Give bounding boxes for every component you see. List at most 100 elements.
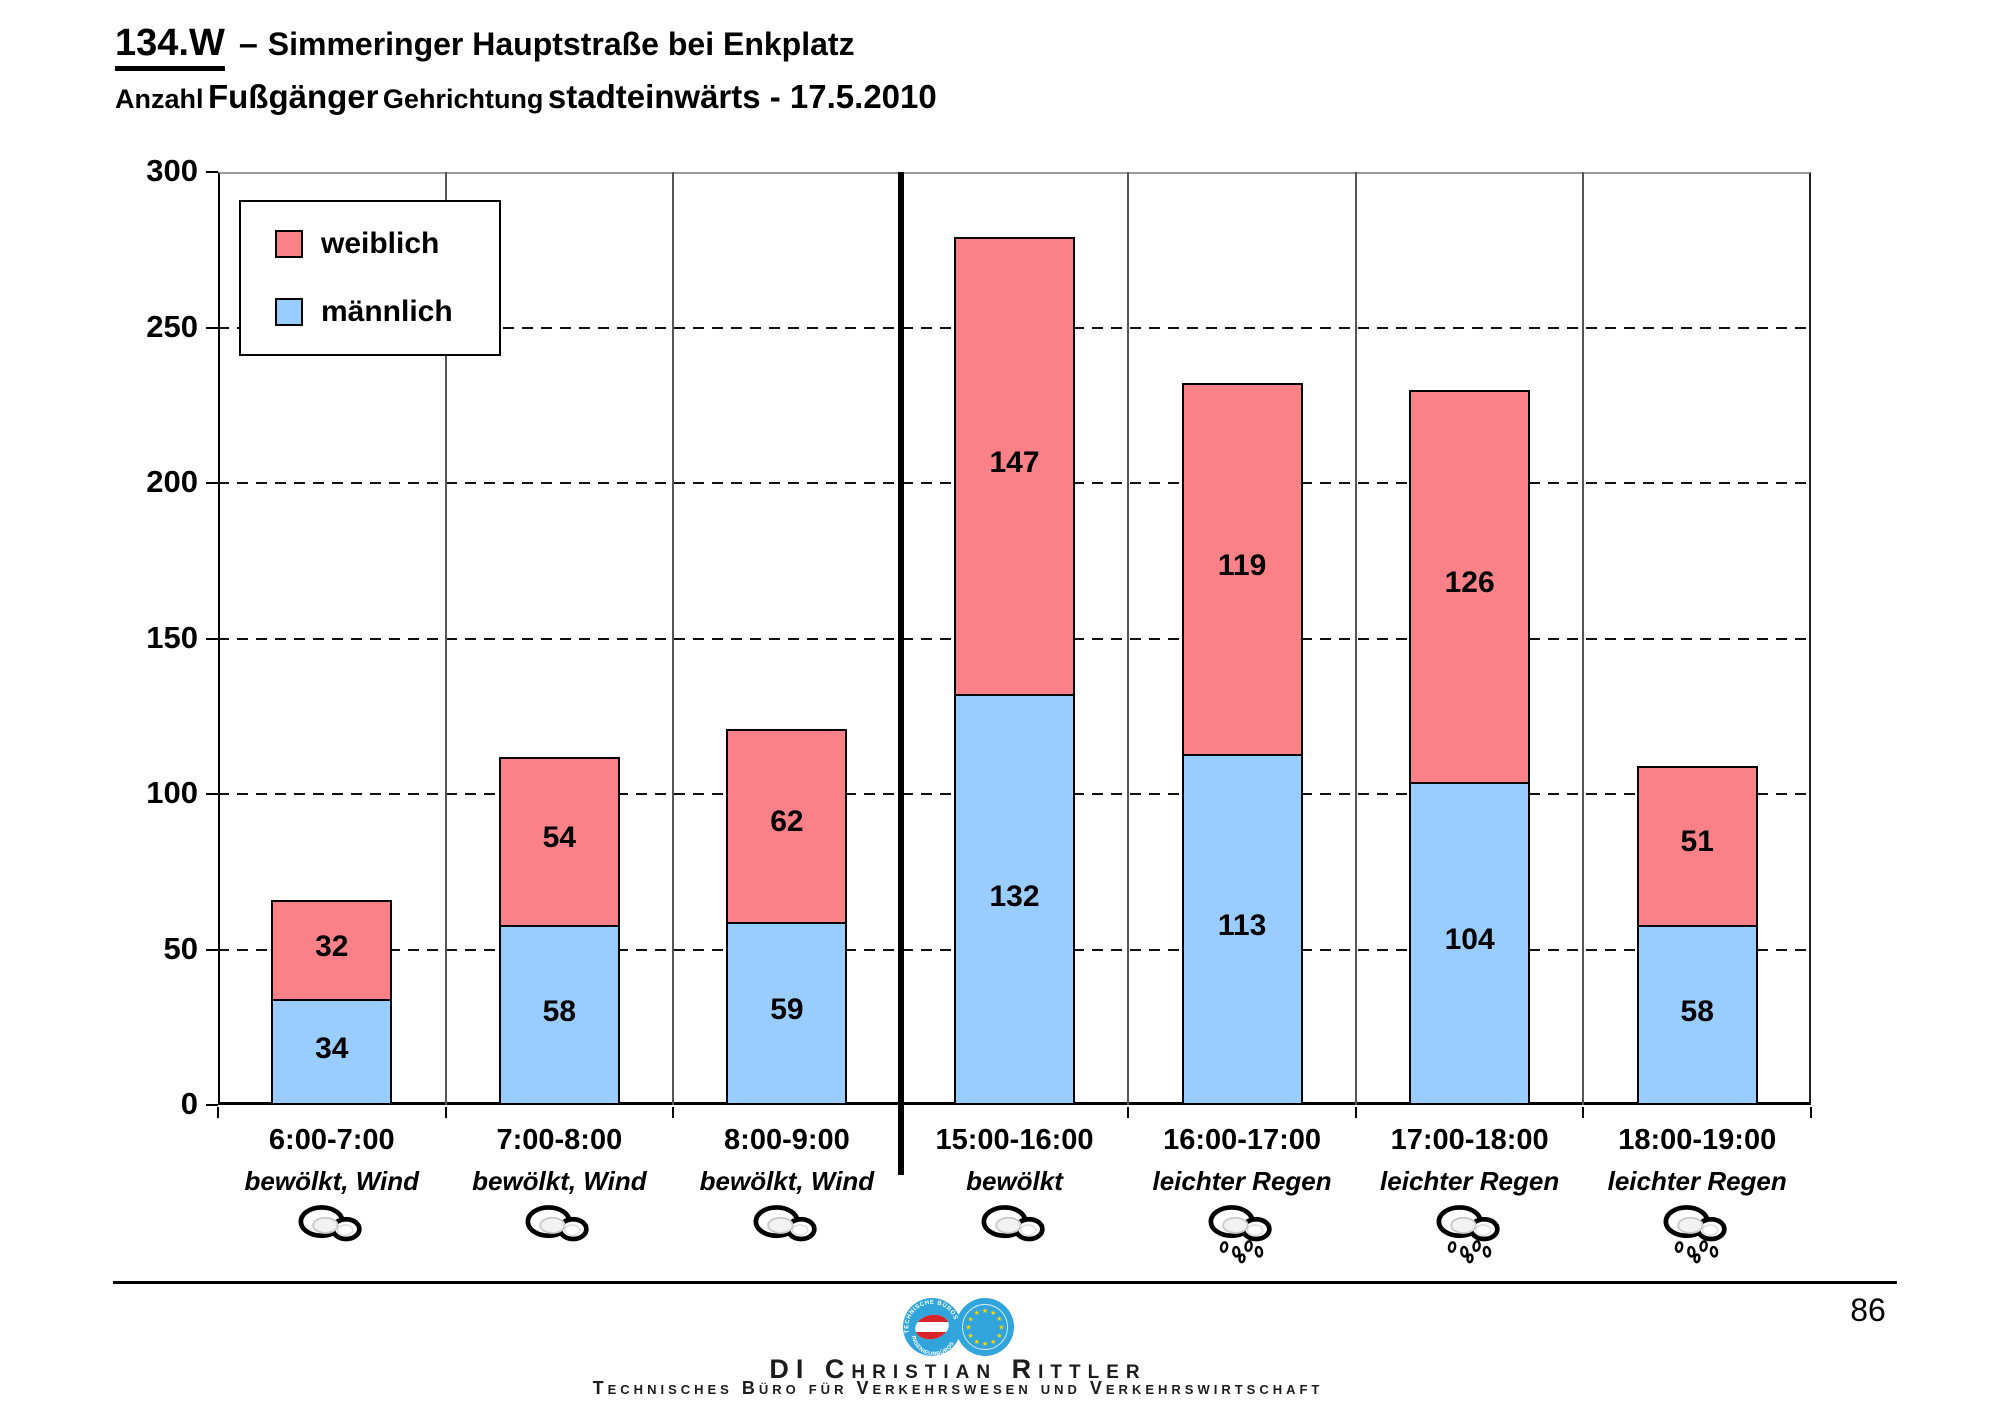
y-axis-label-150: 150 [146, 619, 198, 655]
cloud-icon-3 [972, 1198, 1058, 1264]
bar-segment-weiblich-1 [498, 756, 620, 927]
bar-segment-männlich-2 [726, 921, 848, 1105]
svg-text:★: ★ [974, 1338, 980, 1346]
weather-label-0: bewölkt, Wind [244, 1166, 420, 1196]
svg-text:★: ★ [996, 1315, 1002, 1323]
bar-segment-weiblich-4 [1181, 383, 1303, 756]
rain-cloud-icon-5 [1427, 1198, 1513, 1264]
bar-segment-männlich-5 [1409, 781, 1531, 1105]
footer-company-description: Technisches Büro für Verkehrswesen und V… [592, 1378, 1324, 1398]
x-axis-category-label-3: 15:00-16:00 [935, 1124, 1094, 1156]
bar-segment-männlich-4 [1181, 753, 1303, 1105]
svg-text:★: ★ [965, 1324, 971, 1332]
x-axis-tick-5 [1354, 1107, 1357, 1118]
weather-label-5: leichter Regen [1380, 1166, 1560, 1196]
subtitle-fussgaenger: Fußgänger [207, 78, 379, 115]
y-axis-label-100: 100 [146, 775, 198, 810]
cloud-icon-0 [289, 1198, 375, 1264]
bar-value-männlich-3: 132 [989, 879, 1040, 913]
bar-segment-weiblich-0 [271, 899, 393, 1002]
x-axis-tick-1 [444, 1107, 447, 1118]
column-divider-1 [444, 172, 447, 1105]
company-logo: ★ ★ ★ ★ ★ ★ ★ ★ ★ ★ ★ ★ TECHNISCHE BÜROS INGENIEURBÜR… [901, 1296, 1015, 1358]
y-axis-tick-300 [206, 171, 218, 173]
chart-title-line: 134.W – Simmeringer Hauptstraße bei Enkpla… [115, 22, 855, 71]
bar-segment-männlich-0 [271, 999, 393, 1105]
y-axis-label-300: 300 [146, 153, 198, 188]
bar-segment-männlich-1 [498, 924, 620, 1105]
subtitle-direction-date: stadteinwärts - 17.5.2010 [547, 78, 937, 115]
y-axis-label-200: 200 [146, 464, 198, 499]
bar-segment-männlich-3 [954, 694, 1075, 1105]
svg-text:★: ★ [968, 1332, 974, 1340]
page-number: 86 [1850, 1292, 1886, 1328]
bar-value-weiblich-6: 51 [1680, 825, 1714, 859]
x-axis-tick-4 [1127, 1107, 1130, 1118]
bar-segment-weiblich-5 [1409, 389, 1531, 784]
weather-label-2: bewölkt, Wind [699, 1166, 875, 1196]
bar-value-männlich-5: 104 [1444, 923, 1495, 957]
y-axis-tick-50 [206, 948, 218, 951]
y-axis-tick-150 [206, 637, 218, 640]
x-axis-category-label-4: 16:00-17:00 [1163, 1124, 1322, 1156]
bar-value-weiblich-0: 32 [315, 929, 349, 963]
period-separator-line [897, 172, 904, 1175]
bar-segment-weiblich-6 [1636, 766, 1758, 927]
svg-text:★: ★ [990, 1338, 996, 1346]
legend-item-weiblich: weiblich [275, 218, 499, 270]
svg-text:★: ★ [996, 1332, 1002, 1340]
subtitle-anzahl: Anzahl [115, 84, 204, 114]
svg-text:★: ★ [982, 1340, 988, 1348]
footer-divider-line [113, 1281, 1897, 1284]
x-axis-tick-6 [1582, 1107, 1585, 1118]
x-axis-category-label-6: 18:00-19:00 [1618, 1124, 1777, 1156]
x-axis-tick-7 [1810, 1107, 1812, 1118]
y-axis-tick-0 [206, 1104, 218, 1106]
bar-value-männlich-6: 58 [1680, 994, 1714, 1028]
bar-value-männlich-2: 59 [770, 993, 804, 1027]
column-divider-5 [1354, 172, 1357, 1105]
x-axis-tick-0 [217, 1107, 219, 1118]
chart-subtitle-line: Anzahl Fußgänger Gehrichtung stadteinwär… [115, 78, 937, 116]
weather-label-3: bewölkt [966, 1166, 1063, 1196]
legend-item-maennlich: männlich [275, 286, 499, 338]
y-axis-tick-250 [206, 326, 218, 329]
x-axis-category-label-0: 6:00-7:00 [268, 1124, 395, 1156]
footer-company-name: DI Christian Rittler [769, 1354, 1147, 1384]
weather-label-4: leichter Regen [1152, 1166, 1332, 1196]
svg-text:★: ★ [982, 1307, 988, 1315]
column-divider-4 [1127, 172, 1130, 1105]
y-axis-tick-100 [206, 793, 218, 795]
bar-value-männlich-0: 34 [315, 1032, 349, 1066]
column-divider-2 [672, 172, 675, 1105]
legend-swatch-maennlich [275, 298, 303, 326]
rain-cloud-icon-6 [1654, 1198, 1740, 1264]
title-dash: – [238, 25, 258, 63]
weather-label-6: leichter Regen [1607, 1166, 1787, 1196]
legend-label-maennlich: männlich [321, 295, 453, 328]
cloud-icon-2 [744, 1198, 830, 1264]
bar-value-weiblich-3: 147 [989, 445, 1040, 479]
legend-label-weiblich: weiblich [321, 227, 440, 260]
bar-value-weiblich-5: 126 [1444, 565, 1495, 599]
legend-swatch-weiblich [275, 230, 303, 258]
bar-value-weiblich-1: 54 [542, 820, 577, 854]
rain-cloud-icon-4 [1199, 1198, 1285, 1264]
site-location: Simmeringer Hauptstraße bei Enkplatz [267, 26, 855, 62]
bar-segment-weiblich-2 [726, 728, 848, 924]
svg-text:★: ★ [968, 1315, 974, 1323]
y-axis-label-0: 0 [180, 1086, 198, 1121]
bar-value-weiblich-2: 62 [770, 805, 804, 839]
svg-text:★: ★ [990, 1309, 996, 1317]
y-axis-label-50: 50 [163, 930, 198, 966]
cloud-icon-1 [516, 1198, 602, 1264]
legend: weiblich männlich [239, 200, 501, 356]
bar-value-männlich-4: 113 [1217, 909, 1267, 943]
subtitle-gehrichtung: Gehrichtung [382, 84, 544, 114]
bar-value-männlich-1: 58 [542, 994, 577, 1028]
bar-segment-weiblich-3 [954, 237, 1075, 697]
x-axis-tick-2 [672, 1107, 675, 1118]
svg-text:★: ★ [998, 1324, 1004, 1332]
